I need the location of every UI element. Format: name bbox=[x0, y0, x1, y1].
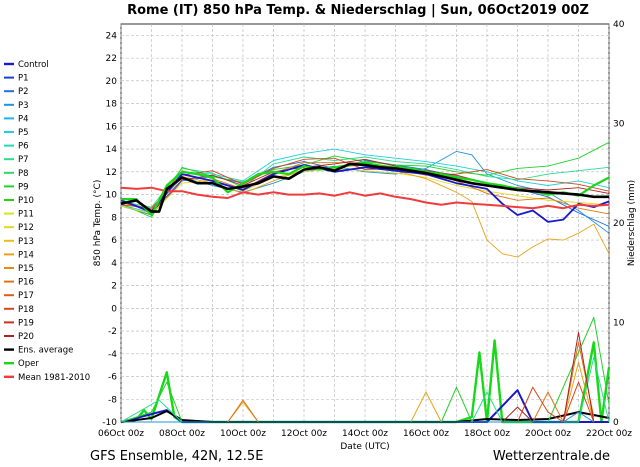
x-tick-label: 22Oct 00z bbox=[586, 429, 632, 439]
y-tick-label: 4 bbox=[111, 259, 117, 269]
series-line-p7 bbox=[120, 156, 610, 208]
legend-label: P4 bbox=[18, 114, 29, 124]
legend-label: P19 bbox=[18, 318, 34, 328]
y2-tick-label: 10 bbox=[613, 319, 625, 329]
legend-label: P9 bbox=[18, 182, 29, 192]
x-tick-label: 18Oct 00z bbox=[464, 429, 510, 439]
temperature-series bbox=[120, 141, 610, 258]
y2-tick-label: 20 bbox=[613, 219, 625, 229]
precip-line-p3 bbox=[121, 411, 595, 423]
legend-label: P5 bbox=[18, 128, 29, 138]
x-tick-label: 10Oct 00z bbox=[220, 429, 266, 439]
y-tick-label: -6 bbox=[108, 373, 117, 383]
x-tick-label: 20Oct 00z bbox=[525, 429, 571, 439]
chart-title: Rome (IT) 850 hPa Temp. & Niederschlag |… bbox=[127, 3, 589, 18]
plot-frame bbox=[120, 23, 610, 423]
legend-label: P17 bbox=[18, 291, 34, 301]
y-tick-label: 18 bbox=[106, 100, 118, 110]
y-tick-label: 20 bbox=[106, 77, 118, 87]
y-tick-label: 8 bbox=[111, 213, 117, 223]
y-tick-label: -10 bbox=[102, 418, 117, 428]
y2-tick-label: 40 bbox=[613, 20, 625, 30]
y2-tick-label: 0 bbox=[613, 418, 619, 428]
legend-label: Ens. average bbox=[18, 346, 73, 356]
precipitation-series bbox=[120, 317, 611, 424]
precip-line-p9 bbox=[120, 317, 610, 423]
y-tick-label: 6 bbox=[111, 236, 117, 246]
y-tick-label: 2 bbox=[111, 282, 117, 292]
x-tick-label: 14Oct 00z bbox=[342, 429, 388, 439]
y2-tick-label: 30 bbox=[613, 120, 625, 130]
gridlines bbox=[120, 24, 610, 423]
series-line-mean-1981-2010 bbox=[120, 186, 610, 210]
legend-label: P7 bbox=[18, 155, 29, 165]
legend-label: P16 bbox=[18, 278, 34, 288]
legend: Control P1 P2 P3 P4 P5 P6 P7 P8 P9 P10 P11 P12 P13 P14… bbox=[4, 60, 90, 383]
y-tick-label: -2 bbox=[108, 327, 117, 337]
series-line-ens-average bbox=[120, 162, 609, 213]
legend-label: P18 bbox=[18, 305, 34, 315]
legend-label: Oper bbox=[18, 359, 39, 369]
legend-label: P10 bbox=[18, 196, 34, 206]
y-axis-label: 850 hPa Temp. (°C) bbox=[93, 180, 103, 267]
legend-label: P12 bbox=[18, 223, 34, 233]
x-axis-label: Date (UTC) bbox=[340, 442, 389, 452]
legend-label: P20 bbox=[18, 332, 34, 342]
legend-label: P15 bbox=[18, 264, 34, 274]
legend-label: P14 bbox=[18, 250, 34, 260]
legend-label: P1 bbox=[18, 74, 29, 84]
y-tick-label: 16 bbox=[106, 122, 118, 132]
y-tick-label: 0 bbox=[111, 304, 117, 314]
x-tick-label: 06Oct 00z bbox=[98, 429, 144, 439]
legend-label: Control bbox=[18, 60, 49, 70]
legend-label: P3 bbox=[18, 101, 29, 111]
series-line-p18 bbox=[120, 157, 610, 209]
y-tick-label: -4 bbox=[108, 350, 117, 360]
x-tick-label: 16Oct 00z bbox=[403, 429, 449, 439]
legend-label: P11 bbox=[18, 210, 34, 220]
y-tick-label: 24 bbox=[106, 31, 118, 41]
y-tick-label: 22 bbox=[106, 54, 117, 64]
y-tick-label: 10 bbox=[106, 191, 118, 201]
legend-label: Mean 1981-2010 bbox=[18, 373, 90, 383]
x-tick-label: 08Oct 00z bbox=[159, 429, 205, 439]
footer-source: GFS Ensemble, 42N, 12.5E bbox=[90, 449, 263, 464]
legend-label: P2 bbox=[18, 87, 29, 97]
footer-brand: Wetterzentrale.de bbox=[493, 449, 610, 464]
legend-label: P6 bbox=[18, 142, 29, 152]
y2-axis-label: Niederschlag (mm) bbox=[627, 180, 637, 266]
y-tick-label: 14 bbox=[106, 145, 118, 155]
precip-line-p14 bbox=[121, 361, 595, 423]
legend-label: P8 bbox=[18, 169, 29, 179]
series-line-p20 bbox=[120, 158, 610, 214]
precip-line-p7 bbox=[120, 356, 610, 423]
x-tick-label: 12Oct 00z bbox=[281, 429, 327, 439]
legend-label: P13 bbox=[18, 237, 34, 247]
x-axis-ticks: 06Oct 00z 08Oct 00z 10Oct 00z 12Oct 00z 14Oc… bbox=[98, 429, 632, 439]
y-tick-label: -8 bbox=[108, 395, 117, 405]
y2-axis-ticks: 0 10 20 30 40 bbox=[613, 20, 625, 428]
y-tick-label: 12 bbox=[106, 168, 117, 178]
